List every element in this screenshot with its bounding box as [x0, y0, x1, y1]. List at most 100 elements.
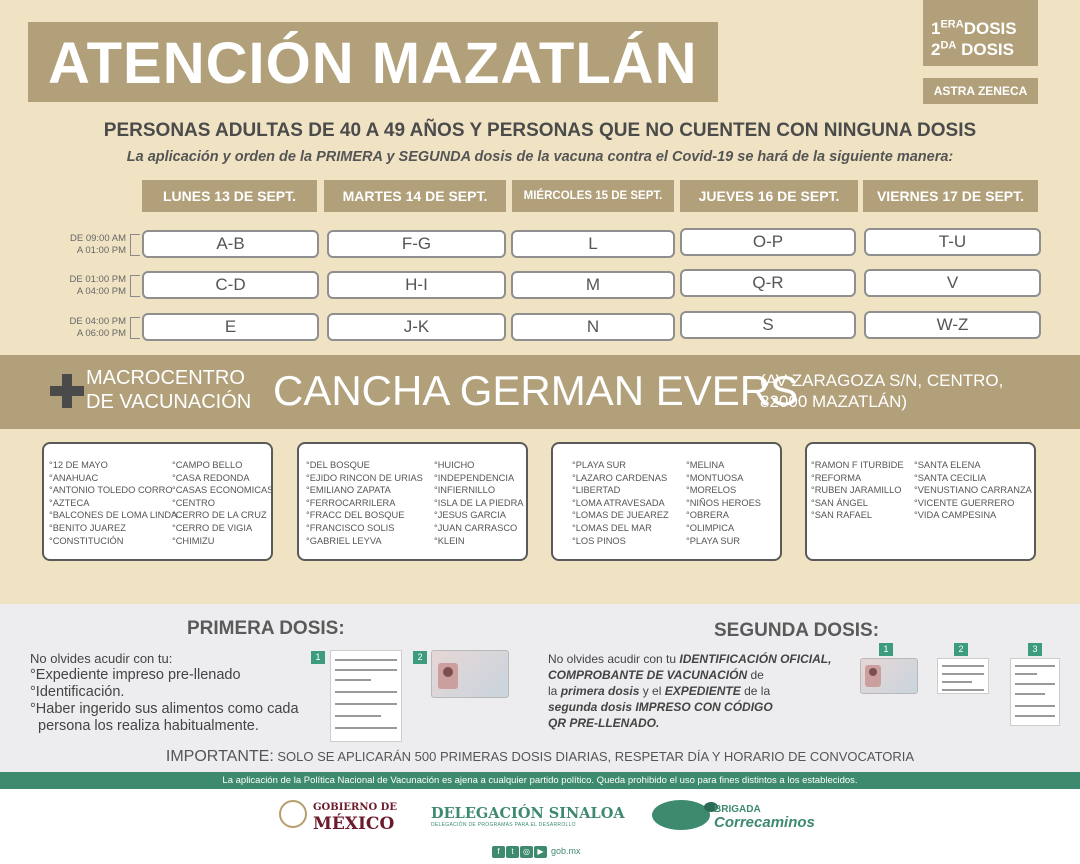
gobierno-logo-line1: GOBIERNO DE: [313, 802, 397, 813]
colonia-item: °LIBERTAD: [572, 485, 621, 496]
gobierno-logo-line2: MÉXICO: [313, 814, 395, 834]
schedule-cell: W-Z: [864, 311, 1041, 339]
colonia-item: °CHIMIZU: [172, 535, 215, 546]
vaccination-certificate-icon: [937, 658, 989, 694]
day-header-friday: VIERNES 17 DE SEPT.: [863, 180, 1038, 212]
colonia-item: °HUICHO: [434, 460, 475, 470]
colonia-item: °CERRO DE LA CRUZ: [172, 510, 267, 521]
day-header-tuesday: MARTES 14 DE SEPT.: [324, 180, 506, 212]
colonia-item: °NIÑOS HEROES: [686, 497, 762, 508]
colonias-list: °HUICHO °INDEPENDENCIA °INFIERNILLO °ISLA D…: [434, 459, 524, 547]
headline: PERSONAS ADULTAS DE 40 A 49 AÑOS Y PERSO…: [103, 120, 977, 141]
step-number: 2: [954, 643, 968, 656]
colonias-list: °SANTA ELENA °SANTA CECILIA °VENUSTIANO CA…: [914, 459, 1032, 522]
eagle-seal-icon: [279, 800, 307, 828]
colonias-box: [297, 442, 528, 561]
day-header-wednesday: MIÉRCOLES 15 DE SEPT.: [512, 180, 674, 212]
id-card-icon: [431, 650, 509, 698]
time-bracket: [130, 234, 140, 256]
colonia-item: °ISLA DE LA PIEDRA: [434, 497, 524, 508]
colonias-box: [551, 442, 782, 561]
colonia-item: °MONTUOSA: [686, 472, 744, 483]
colonia-item: °SANTA CECILIA: [914, 472, 987, 483]
twitter-icon[interactable]: t: [506, 846, 519, 858]
time-slot-1: DE 09:00 AM A 01:00 PM: [70, 233, 126, 256]
colonia-item: °RAMON F ITURBIDE: [811, 460, 904, 470]
colonia-item: °12 DE MAYO: [49, 460, 108, 470]
colonia-item: °REFORMA: [811, 472, 862, 483]
colonias-box: [42, 442, 273, 561]
time-bracket: [130, 275, 140, 297]
schedule-cell: N: [511, 313, 675, 341]
colonia-item: °JUAN CARRASCO: [434, 522, 518, 533]
brigada-logo-line2: Correcaminos: [714, 814, 815, 831]
colonia-item: °CENTRO: [172, 497, 215, 508]
brigada-logo-line1: BRIGADA: [714, 804, 761, 815]
colonia-item: °LOS PINOS: [572, 535, 626, 546]
colonia-item: °VENUSTIANO CARRANZA: [914, 485, 1032, 496]
step-number: 3: [1028, 643, 1042, 656]
primera-reminder: No olvides acudir con tu: °Expediente im…: [30, 651, 299, 734]
colonia-item: °EMILIANO ZAPATA: [306, 485, 391, 496]
colonia-item: °GABRIEL LEYVA: [306, 535, 382, 546]
schedule-cell: Q-R: [680, 269, 856, 297]
time-slot-2: DE 01:00 PM A 04:00 PM: [69, 274, 127, 297]
colonia-item: °SAN RAFAEL: [811, 510, 873, 521]
colonias-list: °DEL BOSQUE °EJIDO RINCON DE URIAS °EMILIA…: [306, 459, 423, 547]
colonia-item: °RUBEN JARAMILLO: [811, 485, 902, 496]
colonia-item: °LOMA ATRAVESADA: [572, 497, 665, 508]
colonia-item: °BALCONES DE LOMA LINDA: [49, 510, 178, 521]
colonia-item: °INDEPENDENCIA: [434, 472, 515, 483]
colonia-item: °ANAHUAC: [49, 472, 99, 483]
schedule-cell: L: [511, 230, 675, 258]
schedule-cell: T-U: [864, 228, 1041, 256]
colonia-item: °BENITO JUAREZ: [49, 522, 126, 533]
instagram-icon[interactable]: ◎: [520, 846, 533, 858]
schedule-cell: S: [680, 311, 856, 339]
colonia-item: °FERROCARRILERA: [306, 497, 396, 508]
step-number: 1: [311, 651, 325, 664]
colonias-list: °12 DE MAYO °ANAHUAC °ANTONIO TOLEDO CORRO…: [49, 459, 177, 547]
gobmx-link[interactable]: gob.mx: [551, 846, 581, 856]
colonia-item: °LOMAS DE JUEAREZ: [572, 510, 669, 521]
plus-icon: [50, 386, 84, 396]
colonia-item: °CASA REDONDA: [172, 472, 250, 483]
colonia-item: °DEL BOSQUE: [306, 460, 370, 470]
schedule-cell: C-D: [142, 271, 319, 299]
colonia-item: °FRANCISCO SOLIS: [306, 522, 395, 533]
colonia-item: °SAN ÁNGEL: [811, 497, 868, 508]
schedule-cell: M: [511, 271, 675, 299]
colonia-item: °PLAYA SUR: [686, 535, 741, 546]
schedule-cell: J-K: [327, 313, 506, 341]
disclaimer-bar: La aplicación de la Política Nacional de…: [0, 772, 1080, 789]
colonia-item: °KLEIN: [434, 535, 465, 546]
colonia-item: °CASAS ECONOMICAS: [172, 485, 274, 496]
vaccine-badge: ASTRA ZENECA: [923, 78, 1038, 104]
day-header-thursday: JUEVES 16 DE SEPT.: [680, 180, 858, 212]
schedule-cell: H-I: [327, 271, 506, 299]
roadrunner-icon: [652, 800, 710, 830]
center-label: MACROCENTRO DE VACUNACIÓN: [86, 367, 252, 413]
schedule-cell: F-G: [327, 230, 506, 258]
step-number: 1: [879, 643, 893, 656]
colonia-item: °ANTONIO TOLEDO CORRO: [49, 485, 173, 496]
subline: La aplicación y orden de la PRIMERA y SE…: [126, 149, 954, 165]
colonia-item: °PLAYA SUR: [572, 460, 627, 470]
colonia-item: °AZTECA: [49, 497, 90, 508]
youtube-icon[interactable]: ▶: [534, 846, 547, 858]
colonias-box: [805, 442, 1036, 561]
day-header-monday: LUNES 13 DE SEPT.: [142, 180, 317, 212]
time-bracket: [130, 317, 140, 339]
colonia-item: °LAZARO CARDENAS: [572, 472, 668, 483]
colonia-item: °MELINA: [686, 460, 725, 470]
page-title: ATENCIÓN MAZATLÁN: [48, 31, 698, 96]
step-number: 2: [413, 651, 427, 664]
colonia-item: °OLIMPICA: [686, 522, 735, 533]
primera-title: PRIMERA DOSIS:: [187, 618, 345, 639]
schedule-cell: A-B: [142, 230, 319, 258]
important-notice: IMPORTANTE: SOLO SE APLICARÁN 500 PRIMER…: [165, 748, 915, 765]
form-document-icon: [330, 650, 402, 742]
time-slot-3: DE 04:00 PM A 06:00 PM: [69, 316, 127, 339]
colonia-item: °LOMAS DEL MAR: [572, 522, 652, 533]
facebook-icon[interactable]: f: [492, 846, 505, 858]
